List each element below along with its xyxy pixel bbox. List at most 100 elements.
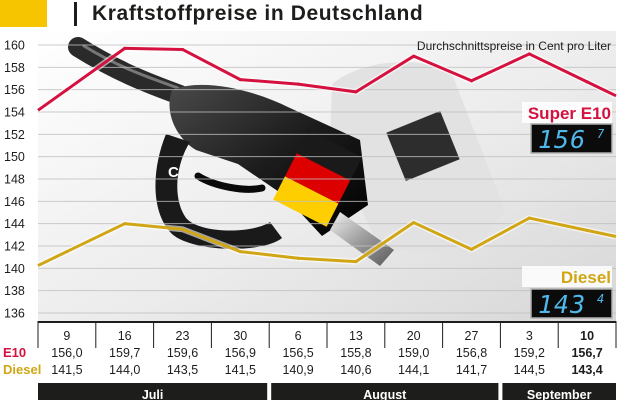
data-point	[123, 46, 127, 50]
y-tick-label: 160	[4, 39, 25, 53]
row-header-e10: E10	[3, 345, 26, 360]
table-cell: 159,6	[167, 346, 198, 360]
x-tick-label: 3	[526, 329, 533, 343]
table-cell: 143,5	[167, 363, 198, 377]
table-cell: 156,5	[282, 346, 313, 360]
data-point	[585, 80, 589, 84]
value-table: E10 156,0 159,7 159,6 156,9 156,5 155,8 159,0 15…	[3, 345, 603, 377]
y-tick-label: 144	[4, 217, 25, 231]
data-point	[469, 79, 474, 83]
legend-label-diesel: Diesel	[561, 268, 611, 287]
price-display-main-diesel: 143	[538, 290, 586, 319]
y-tick-label: 156	[4, 83, 25, 97]
x-tick-label: 13	[349, 329, 363, 343]
price-display-fraction-diesel: 4	[597, 292, 604, 306]
row-header-diesel: Diesel	[3, 362, 41, 377]
data-point	[354, 90, 358, 94]
table-cell: 155,8	[340, 346, 371, 360]
chart-subtitle: Durchschnittspreise in Cent pro Liter	[417, 39, 611, 53]
table-cell: 140,9	[282, 363, 313, 377]
nozzle-handle	[155, 134, 282, 249]
data-point	[180, 47, 185, 52]
series-layer	[36, 45, 618, 269]
data-point	[585, 228, 589, 232]
table-cell: 159,2	[514, 346, 545, 360]
y-tick-label: 150	[4, 150, 25, 164]
x-tick-label: 10	[580, 329, 594, 343]
x-axis: 9 16 23 30 6 13 20 27 3 10	[37, 321, 617, 348]
y-tick-label: 158	[4, 61, 25, 75]
table-cell: 143,4	[571, 363, 602, 377]
data-point	[527, 52, 531, 56]
header-accent-square	[0, 0, 47, 27]
y-tick-label: 136	[4, 307, 25, 321]
table-cell: 156,7	[571, 346, 602, 360]
data-point	[469, 247, 474, 251]
table-cell: 144,0	[109, 363, 140, 377]
table-cell: 156,0	[51, 346, 82, 360]
table-cell: 156,9	[225, 346, 256, 360]
legend-label-bg	[522, 102, 612, 123]
data-point	[238, 249, 242, 254]
header-divider	[74, 2, 77, 26]
data-point	[527, 216, 531, 220]
month-label: Juli	[142, 388, 164, 400]
nozzle-logo-letter: C	[168, 164, 179, 181]
x-tick-label: 27	[465, 329, 479, 343]
pump-hose-shine	[82, 44, 180, 90]
y-tick-label: 138	[4, 284, 25, 298]
legend-label-bg	[522, 266, 612, 287]
data-point	[123, 222, 127, 226]
dispenser-display	[386, 111, 460, 181]
table-cell: 141,7	[456, 363, 487, 377]
table-cell: 159,0	[398, 346, 429, 360]
x-tick-label: 9	[63, 329, 70, 343]
table-cell: 159,7	[109, 346, 140, 360]
table-cell: 141,5	[51, 363, 82, 377]
data-point	[180, 227, 185, 231]
y-axis: 136 138 140 142 144 146 148 150 152 154 156 158 160	[4, 39, 25, 321]
x-tick-label: 20	[407, 329, 421, 343]
x-tick-label: 30	[233, 329, 247, 343]
series-line-e10	[37, 46, 617, 112]
legend: Super E10 156 7 Diesel 143 4	[522, 102, 613, 319]
table-cell: 144,5	[514, 363, 545, 377]
data-point	[412, 54, 416, 58]
pump-hose	[68, 37, 190, 105]
y-tick-label: 152	[4, 128, 25, 142]
table-cell: 156,8	[456, 346, 487, 360]
month-bar: Juli August September	[38, 383, 616, 400]
month-label: September	[527, 388, 592, 400]
x-tick-label: 16	[118, 329, 132, 343]
nozzle-spout	[330, 212, 394, 266]
month-band	[38, 383, 268, 400]
month-band	[502, 383, 616, 400]
month-label: August	[363, 388, 407, 400]
data-point	[296, 256, 300, 260]
data-point	[296, 82, 300, 86]
y-tick-label: 140	[4, 262, 25, 276]
price-display-fraction-e10: 7	[597, 127, 605, 141]
y-tick-label: 154	[4, 106, 25, 120]
y-tick-label: 146	[4, 195, 25, 209]
month-band	[271, 383, 499, 400]
price-display-diesel	[530, 288, 613, 319]
y-tick-label: 142	[4, 240, 25, 254]
data-point	[65, 249, 69, 254]
data-point	[412, 220, 416, 225]
table-cell: 140,6	[340, 363, 371, 377]
data-point	[238, 78, 242, 82]
x-tick-label: 6	[295, 329, 302, 343]
series-line-diesel	[37, 216, 617, 267]
price-display-e10	[530, 123, 613, 154]
data-point	[65, 88, 69, 92]
table-cell: 141,5	[225, 363, 256, 377]
price-display-main-e10: 156	[538, 125, 586, 154]
table-cell: 144,1	[398, 363, 429, 377]
legend-label-e10: Super E10	[528, 104, 611, 123]
y-tick-label: 148	[4, 173, 25, 187]
chart-title: Kraftstoffpreise in Deutschland	[92, 2, 423, 25]
data-point	[354, 260, 358, 264]
